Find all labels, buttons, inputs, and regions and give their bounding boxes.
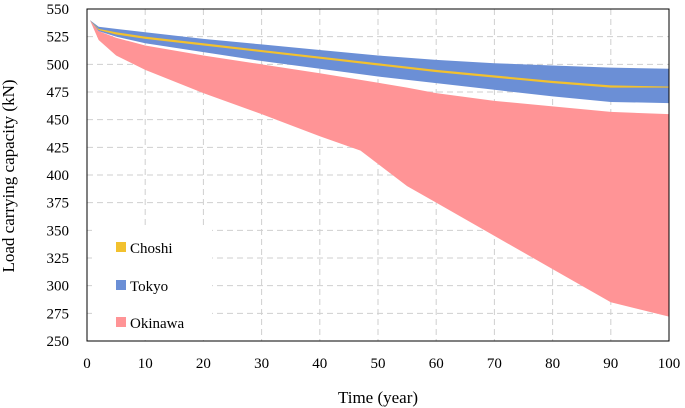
y-tick-label: 275 (47, 306, 70, 322)
area-okinawa (89, 20, 669, 317)
x-tick-label: 10 (138, 356, 153, 372)
x-axis-title: Time (year) (338, 388, 418, 407)
y-tick-label: 475 (47, 85, 70, 101)
x-axis-ticks: 0 10 20 30 40 50 60 70 80 90 100 (83, 356, 680, 372)
y-tick-label: 300 (47, 279, 70, 295)
legend: Choshi Tokyo Okinawa (92, 228, 212, 340)
y-tick-label: 550 (47, 2, 70, 18)
x-tick-label: 90 (603, 356, 618, 372)
legend-swatch-tokyo (116, 280, 126, 290)
y-tick-label: 425 (47, 140, 70, 156)
y-tick-label: 400 (47, 168, 70, 184)
x-tick-label: 40 (312, 356, 327, 372)
legend-background (92, 228, 212, 340)
x-tick-label: 70 (487, 356, 502, 372)
y-tick-label: 525 (47, 30, 70, 46)
legend-swatch-choshi (116, 242, 126, 252)
legend-swatch-okinawa (116, 317, 126, 327)
y-axis-title: Load carrying capacity (kN) (0, 79, 18, 272)
x-tick-label: 80 (545, 356, 560, 372)
legend-label-okinawa: Okinawa (130, 316, 184, 332)
y-tick-label: 350 (47, 223, 70, 239)
y-tick-label: 325 (47, 251, 70, 267)
x-tick-label: 0 (83, 356, 91, 372)
x-tick-label: 60 (429, 356, 444, 372)
x-tick-label: 30 (254, 356, 269, 372)
area-series (89, 20, 669, 317)
y-tick-label: 375 (47, 196, 70, 212)
y-tick-label: 250 (47, 334, 70, 350)
plot-frame (86, 8, 670, 342)
x-tick-label: 50 (371, 356, 386, 372)
x-tick-label: 20 (196, 356, 211, 372)
x-tick-label: 100 (658, 356, 681, 372)
legend-label-choshi: Choshi (130, 241, 173, 257)
legend-label-tokyo: Tokyo (130, 279, 168, 295)
y-axis-ticks: 250 275 300 325 350 375 400 425 450 475 500 525 550 (47, 2, 70, 350)
y-tick-label: 450 (47, 113, 70, 129)
y-tick-label: 500 (47, 57, 70, 73)
area-tokyo (89, 20, 669, 104)
